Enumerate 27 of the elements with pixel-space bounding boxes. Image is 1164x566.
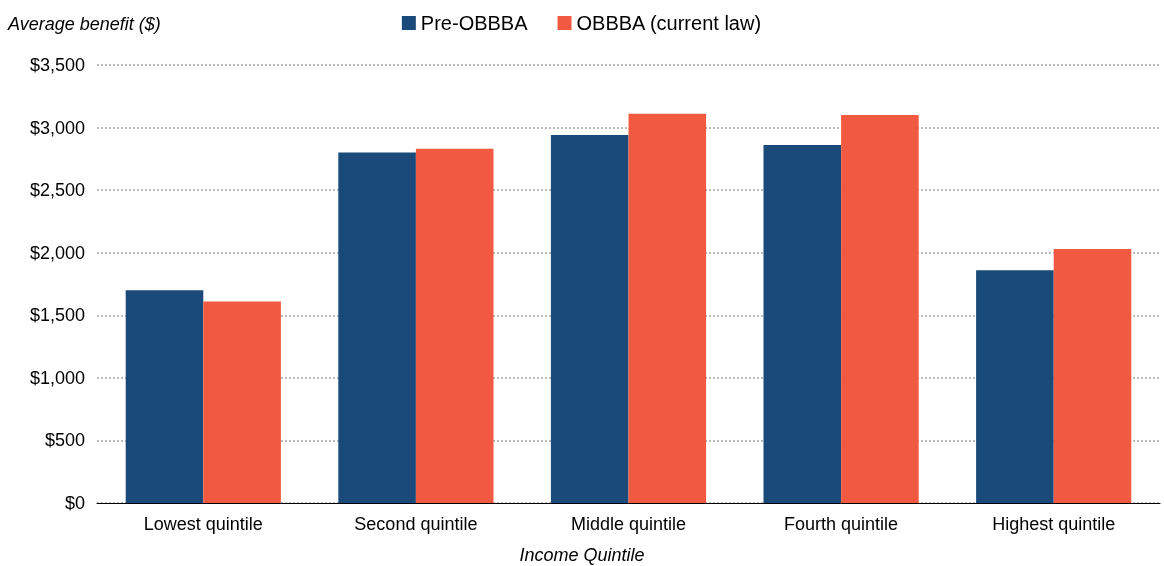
bar (338, 152, 416, 503)
bar (841, 115, 919, 503)
bar (550, 135, 629, 503)
y-tick-label: $1,500 (29, 305, 85, 326)
y-tick-label: $3,000 (29, 117, 85, 138)
x-axis-title: Income Quintile (519, 545, 645, 565)
y-axis-title: Average benefit ($) (7, 14, 161, 34)
y-tick-label: $500 (44, 430, 85, 451)
y-tick-label: $3,500 (29, 55, 85, 75)
legend-label: OBBBA (current law) (576, 12, 762, 34)
bar (976, 270, 1054, 503)
y-tick-label: $2,500 (29, 180, 85, 201)
x-tick-label: Fourth quintile (784, 514, 899, 534)
y-tick-label: $0 (64, 493, 85, 513)
bar (203, 301, 281, 503)
bar (415, 148, 494, 503)
x-tick-label: Second quintile (354, 514, 478, 534)
y-tick-label: $1,000 (29, 367, 85, 388)
bar (763, 145, 842, 503)
legend-label: Pre-OBBBA (420, 12, 529, 34)
bar (1053, 248, 1132, 503)
x-tick-label: Middle quintile (570, 514, 687, 534)
x-tick-label: Highest quintile (992, 514, 1116, 534)
bar (628, 113, 707, 503)
y-tick-label: $2,000 (29, 242, 85, 263)
x-tick-label: Lowest quintile (143, 514, 263, 534)
bar (125, 290, 204, 503)
